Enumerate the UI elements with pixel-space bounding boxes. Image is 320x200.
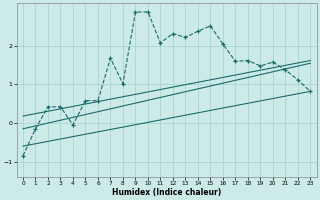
X-axis label: Humidex (Indice chaleur): Humidex (Indice chaleur) <box>112 188 221 197</box>
